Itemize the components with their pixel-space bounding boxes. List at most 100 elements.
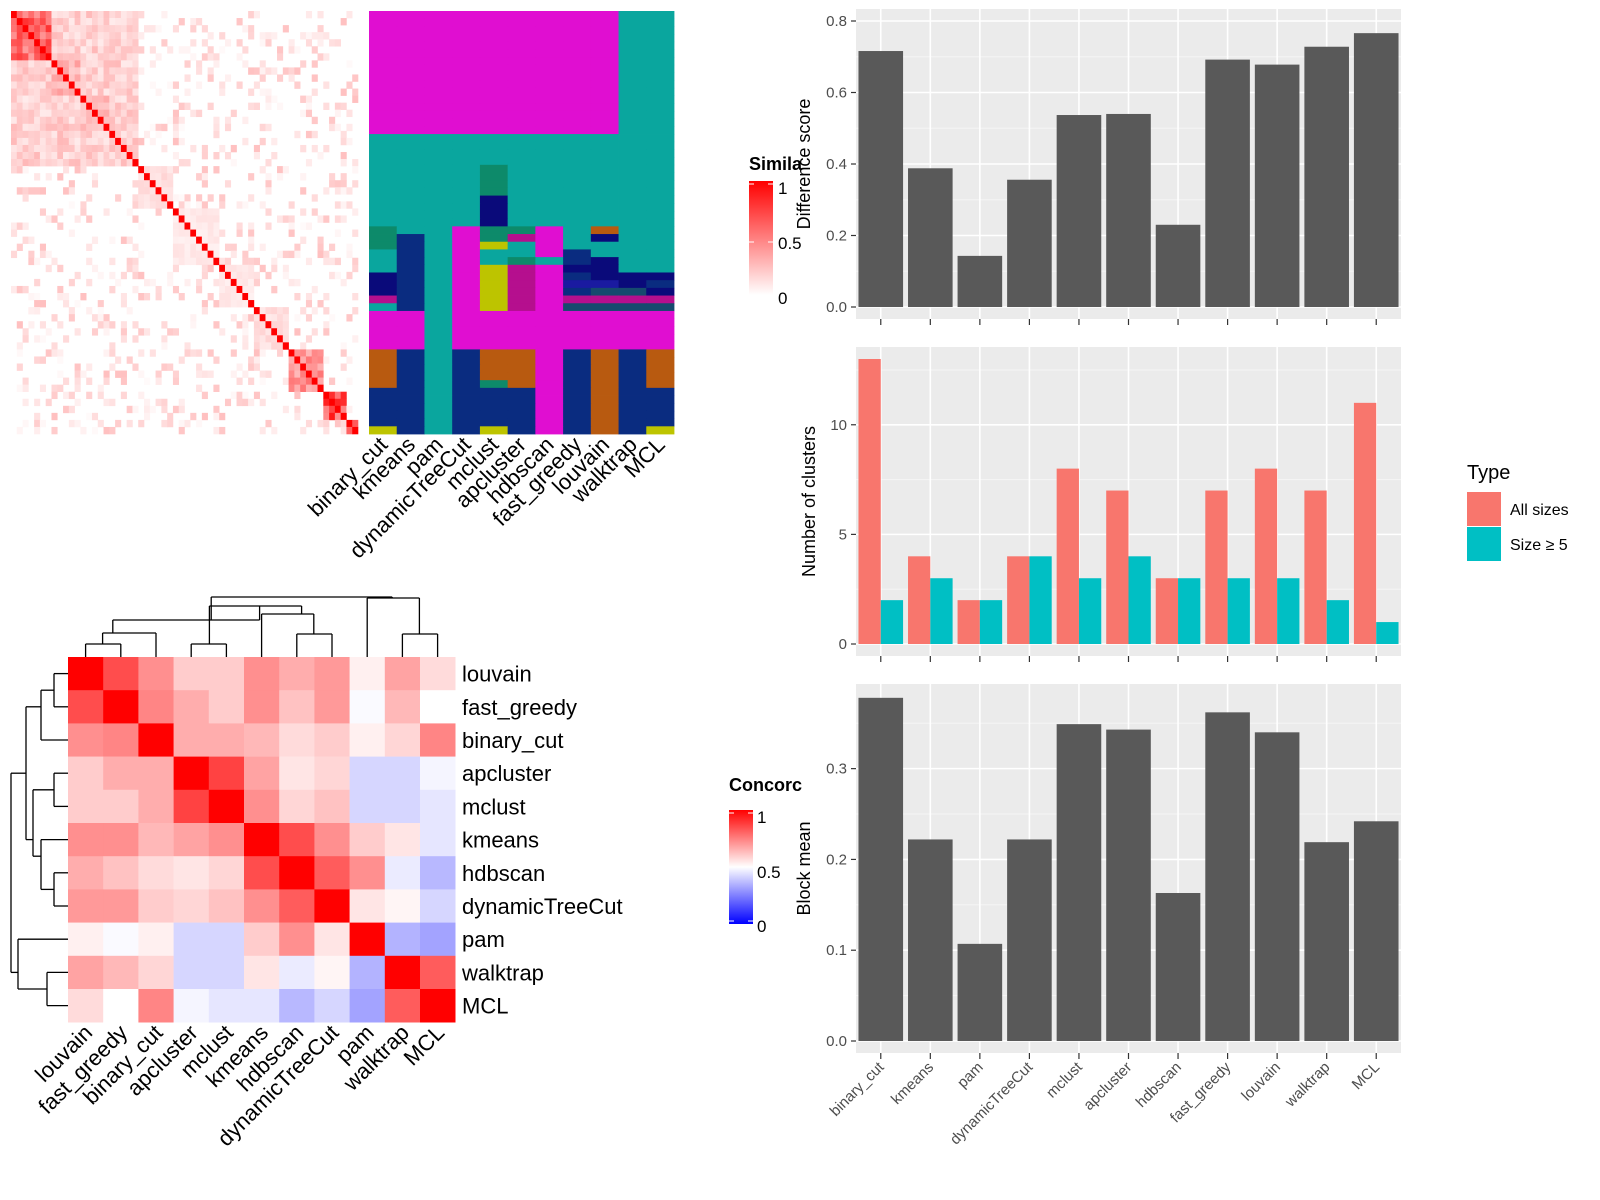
similarity-cell <box>161 335 168 343</box>
similarity-cell <box>57 74 64 82</box>
similarity-cell <box>213 278 220 287</box>
similarity-cell <box>115 419 122 428</box>
similarity-cell <box>39 53 46 61</box>
similarity-cell <box>161 398 168 407</box>
similarity-cell <box>39 335 46 343</box>
assignment-cell <box>590 410 619 420</box>
concordance-cell <box>384 889 421 923</box>
similarity-cell <box>39 39 46 47</box>
similarity-cell <box>236 222 243 230</box>
similarity-cell <box>74 398 81 407</box>
similarity-cell <box>305 39 313 47</box>
assignment-cell <box>479 18 509 27</box>
similarity-cell <box>317 419 324 428</box>
assignment-cell <box>452 326 481 335</box>
similarity-cell <box>103 328 110 336</box>
similarity-cell <box>167 278 174 287</box>
assignment-cell <box>618 80 647 89</box>
similarity-cell <box>86 95 93 103</box>
concordance-cell <box>173 989 210 1023</box>
similarity-cell <box>45 88 52 96</box>
similarity-cell <box>213 60 220 68</box>
similarity-cell <box>242 46 249 54</box>
assignment-cell <box>646 118 675 127</box>
assignment-cell <box>618 264 647 273</box>
similarity-cell <box>248 293 255 301</box>
assignment-cell <box>479 172 509 181</box>
assignment-cell <box>563 95 592 104</box>
similarity-cell <box>34 95 41 103</box>
similarity-cell <box>63 32 70 40</box>
similarity-cell <box>132 201 139 209</box>
similarity-cell <box>190 349 197 357</box>
assignment-cell <box>396 226 425 235</box>
assignment-cell <box>507 287 536 296</box>
similarity-cell <box>190 257 197 266</box>
similarity-cell <box>196 257 203 266</box>
assignment-cell <box>452 426 481 435</box>
assignment-cell <box>646 157 675 166</box>
similarity-cell <box>11 39 18 47</box>
similarity-cell <box>68 137 75 146</box>
assignment-cell <box>424 257 453 266</box>
assignment-cell <box>590 80 619 89</box>
similarity-cell <box>230 109 237 118</box>
similarity-cell <box>103 137 110 146</box>
similarity-cell <box>86 53 93 61</box>
similarity-cell <box>190 250 197 259</box>
assignment-cell <box>646 287 675 296</box>
similarity-cell <box>57 39 64 47</box>
similarity-cell <box>144 194 151 202</box>
similarity-cell <box>334 398 341 407</box>
assignment-cell <box>396 126 425 135</box>
bar-all-sizes <box>1353 402 1377 644</box>
similarity-cell <box>213 412 220 421</box>
similarity-cell <box>132 88 139 96</box>
concordance-cell <box>103 690 139 724</box>
similarity-cell <box>248 236 255 244</box>
similarity-cell <box>57 11 64 19</box>
similarity-cell <box>253 67 260 75</box>
similarity-cell <box>28 74 35 82</box>
assignment-cell <box>563 172 592 181</box>
similarity-cell <box>311 74 318 82</box>
assignment-cell <box>479 272 509 281</box>
similarity-cell <box>196 201 203 209</box>
assignment-cell <box>563 326 592 335</box>
similarity-cell <box>39 123 46 132</box>
similarity-cell <box>259 314 266 322</box>
concordance-row-label: apcluster <box>462 761 551 786</box>
similarity-cell <box>294 46 301 54</box>
similarity-cell <box>207 250 214 259</box>
assignment-cell <box>590 72 619 81</box>
concordance-cell <box>68 856 104 890</box>
similarity-cell <box>288 229 295 237</box>
similarity-cell <box>224 74 232 82</box>
similarity-cell <box>74 384 81 392</box>
similarity-cell <box>340 363 347 371</box>
similarity-cell <box>155 208 162 216</box>
similarity-cell <box>11 166 18 174</box>
similarity-cell <box>16 123 23 132</box>
assignment-cell <box>563 87 592 96</box>
similarity-cell <box>138 166 145 174</box>
similarity-cell <box>126 137 133 146</box>
cluster-assignment-heatmap <box>369 11 675 435</box>
assignment-cell <box>479 87 509 96</box>
similarity-cell <box>91 109 99 118</box>
similarity-cell <box>271 335 278 343</box>
similarity-cell <box>120 32 127 40</box>
concordance-cell <box>349 723 386 757</box>
similarity-cell <box>22 159 29 167</box>
assignment-cell <box>535 187 564 196</box>
similarity-cell <box>201 215 208 223</box>
assignment-cell <box>452 95 481 104</box>
similarity-cell <box>155 285 162 294</box>
bar-size-ge5 <box>1277 578 1300 644</box>
assignment-cell <box>618 334 647 343</box>
assignment-cell <box>590 234 619 243</box>
similarity-cell <box>236 18 243 26</box>
similarity-cell <box>132 264 139 273</box>
similarity-cell <box>305 293 313 301</box>
assignment-cell <box>590 349 619 358</box>
